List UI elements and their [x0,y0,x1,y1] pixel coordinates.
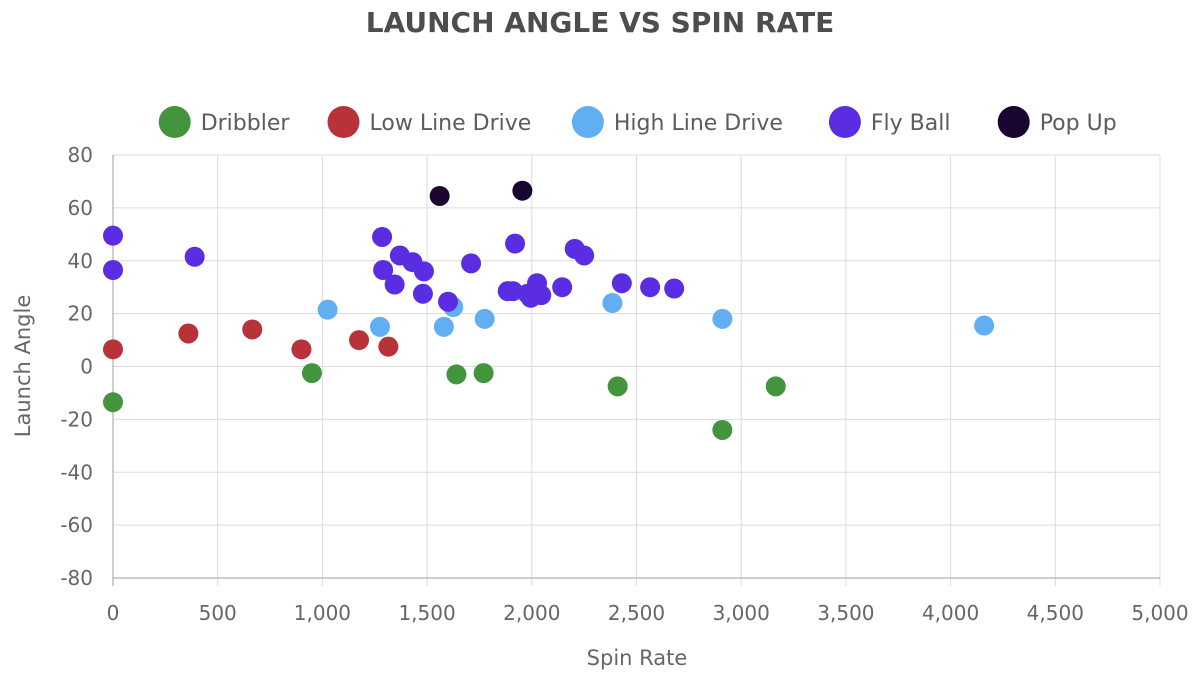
y-tick-label: 20 [68,302,93,326]
data-point[interactable] [384,274,405,295]
data-point[interactable] [438,291,459,312]
data-point[interactable] [103,260,123,281]
data-point[interactable] [712,308,733,329]
data-point[interactable] [378,336,399,357]
data-point[interactable] [369,316,390,337]
series-low-line-drive [103,319,399,360]
y-tick-label: 80 [68,143,93,167]
legend-marker [327,106,360,138]
data-point[interactable] [291,339,312,360]
data-point[interactable] [242,319,263,340]
x-tick-label: 1,000 [294,601,351,625]
series-high-line-drive [317,293,995,337]
x-tick-label: 3,500 [817,601,874,625]
x-tick-label: 4,000 [922,601,979,625]
x-tick-label: 3,000 [713,601,770,625]
series-dribbler [103,363,786,440]
data-point[interactable] [412,283,433,304]
data-point[interactable] [103,225,123,246]
y-tick-label: 40 [68,249,93,273]
data-point[interactable] [512,180,533,201]
tick-labels: 80 60 40 20 0 -20 -40 -60 -80 0 500 1,000 1,500 2,000… [60,143,1188,625]
data-point[interactable] [349,330,370,351]
y-tick-label: -40 [60,460,93,484]
data-point[interactable] [446,364,467,385]
data-point[interactable] [640,277,661,298]
y-axis-title: Launch Angle [11,295,35,437]
data-point[interactable] [664,278,685,299]
y-tick-label: -20 [60,407,93,431]
data-point[interactable] [103,392,123,413]
x-tick-label: 4,500 [1027,601,1084,625]
legend-item[interactable]: Low Line Drive [327,106,532,138]
legend-item[interactable]: Pop Up [997,106,1117,138]
data-point[interactable] [602,293,623,314]
data-point[interactable] [574,245,595,266]
data-point[interactable] [103,339,123,360]
legend-marker [571,106,604,138]
y-tick-label: -80 [60,566,93,590]
data-point[interactable] [461,253,482,274]
x-axis-title: Spin Rate [587,646,688,670]
data-point[interactable] [372,226,393,247]
data-point[interactable] [531,285,552,306]
legend-item[interactable]: Dribbler [158,106,291,138]
legend-label: Pop Up [1040,111,1117,136]
legend-marker [828,106,861,138]
legend-label: Dribbler [201,111,291,136]
data-point[interactable] [413,261,434,282]
legend-label: High Line Drive [614,111,783,136]
legend-item[interactable]: High Line Drive [571,106,783,138]
data-point[interactable] [607,376,628,397]
data-point[interactable] [552,277,573,298]
x-tick-label: 500 [199,601,237,625]
data-point[interactable] [974,315,995,336]
legend-label: Fly Ball [871,111,951,136]
x-tick-label: 5,000 [1131,601,1188,625]
data-point[interactable] [611,273,632,294]
data-point[interactable] [373,260,394,281]
data-point[interactable] [433,316,454,337]
data-point[interactable] [473,363,494,384]
y-tick-label: -60 [60,513,93,537]
legend-marker [997,106,1030,138]
legend: Dribbler Low Line Drive High Line Drive Fly… [158,106,1117,138]
data-point[interactable] [184,246,205,267]
data-point[interactable] [317,299,338,320]
x-tick-label: 1,500 [398,601,455,625]
legend-item[interactable]: Fly Ball [828,106,951,138]
data-point[interactable] [765,376,786,397]
x-tick-label: 0 [107,601,120,625]
legend-label: Low Line Drive [370,111,532,136]
data-points [103,180,995,440]
grid-lines [112,154,1161,586]
data-point[interactable] [474,308,495,329]
series-pop-up [429,180,533,206]
x-tick-label: 2,000 [503,601,560,625]
data-point[interactable] [712,419,733,440]
data-point[interactable] [429,185,450,206]
x-tick-label: 2,500 [608,601,665,625]
y-tick-label: 0 [80,355,93,379]
chart-title: LAUNCH ANGLE VS SPIN RATE [366,6,835,39]
data-point[interactable] [178,323,199,344]
series-fly-ball [103,225,685,312]
data-point[interactable] [301,363,322,384]
data-point[interactable] [505,233,526,254]
legend-marker [158,106,191,138]
y-tick-label: 60 [68,196,93,220]
